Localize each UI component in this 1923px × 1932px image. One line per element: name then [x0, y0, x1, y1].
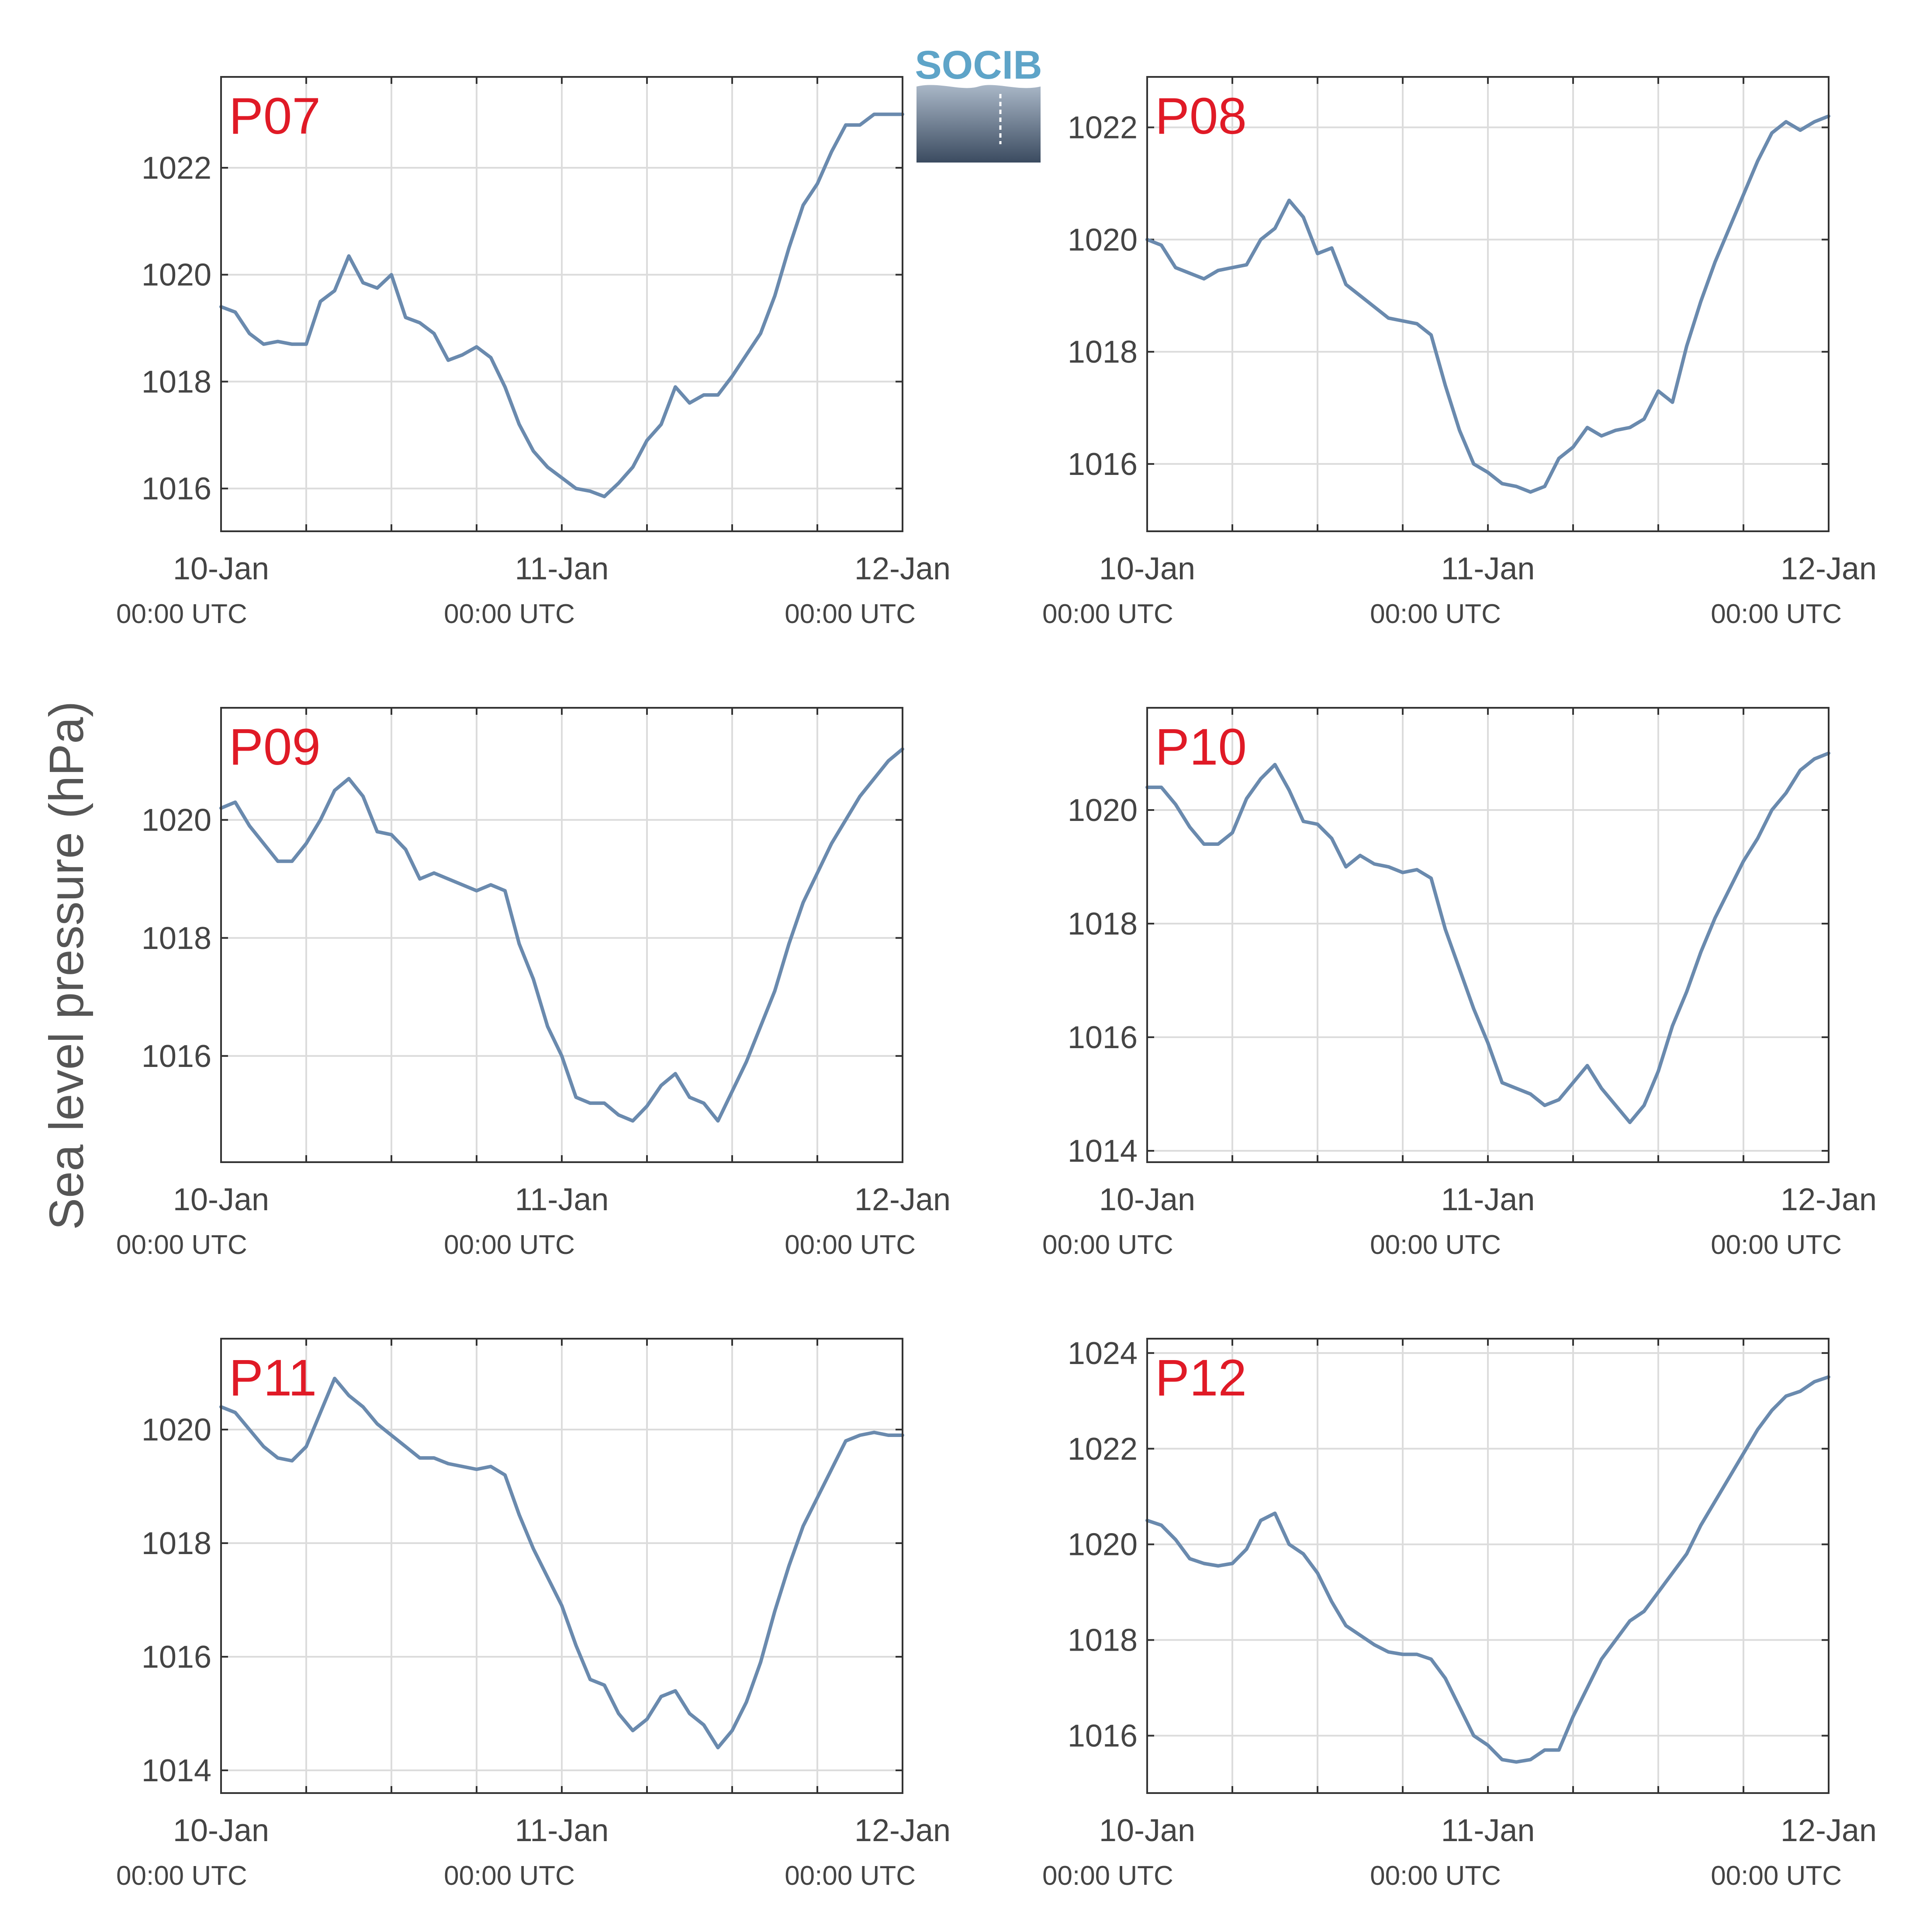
- y-tick-label: 1020: [1068, 793, 1138, 828]
- y-tick-label: 1022: [1068, 111, 1138, 145]
- x-tick-label-time: 00:00 UTC: [1711, 1230, 1842, 1260]
- x-tick-label-day: 11-Jan: [1441, 551, 1535, 586]
- x-tick-label-day: 11-Jan: [515, 1813, 609, 1848]
- y-tick-label: 1024: [1068, 1336, 1138, 1371]
- y-tick-label: 1016: [142, 1039, 211, 1074]
- panel-p12: 1016 1018 1020 1022 1024 P12 10-Jan 00:00 UTC 11…: [1042, 1336, 1877, 1891]
- y-tick-label: 1022: [1068, 1432, 1138, 1467]
- x-tick-label-time: 00:00 UTC: [116, 1230, 247, 1260]
- x-tick-label-day: 12-Jan: [854, 1182, 951, 1217]
- y-tick-label: 1014: [142, 1753, 211, 1788]
- x-tick-label-day: 12-Jan: [854, 1813, 951, 1848]
- x-tick-label-time: 00:00 UTC: [1042, 1230, 1173, 1260]
- x-tick-label-time: 00:00 UTC: [444, 599, 575, 629]
- x-tick-label-day: 12-Jan: [1781, 1182, 1877, 1217]
- station-label: P10: [1155, 718, 1247, 776]
- panel-p11: 1014 1016 1018 1020 P11 10-Jan 00:00 UTC 11-Jan…: [116, 1338, 951, 1891]
- station-label: P09: [229, 718, 321, 776]
- pressure-series-line: [1145, 751, 1830, 1124]
- y-tick-label: 1018: [142, 364, 211, 399]
- pressure-series-line: [1145, 1375, 1830, 1764]
- x-tick-label-time: 00:00 UTC: [444, 1230, 575, 1260]
- y-axis-label: Sea level pressure (hPa): [40, 701, 93, 1230]
- x-tick-label-day: 11-Jan: [515, 1182, 609, 1217]
- x-tick-label-day: 10-Jan: [173, 1182, 269, 1217]
- x-tick-label-day: 10-Jan: [1099, 1182, 1195, 1217]
- station-label: P07: [229, 87, 321, 145]
- x-tick-label-day: 11-Jan: [1441, 1182, 1535, 1217]
- x-tick-label-day: 10-Jan: [173, 1813, 269, 1848]
- x-tick-label-time: 00:00 UTC: [444, 1861, 575, 1891]
- axes-frame: [1146, 76, 1830, 532]
- x-tick-label-time: 00:00 UTC: [1711, 599, 1842, 629]
- x-tick-label-time: 00:00 UTC: [116, 599, 247, 629]
- x-tick-label-day: 10-Jan: [173, 551, 269, 586]
- x-tick-label-day: 11-Jan: [515, 551, 609, 586]
- axes-frame: [1146, 1338, 1830, 1794]
- x-tick-label-time: 00:00 UTC: [1370, 1861, 1501, 1891]
- x-tick-label-day: 10-Jan: [1099, 551, 1195, 586]
- panel-p09: 1016 1018 1020 P09 10-Jan 00:00 UTC 11-Jan 00:0…: [116, 707, 951, 1260]
- y-tick-label: 1016: [1068, 1020, 1138, 1055]
- socib-logo: SOCIB: [915, 43, 1042, 163]
- pressure-series-line: [219, 112, 904, 499]
- y-tick-label: 1018: [1068, 335, 1138, 370]
- y-tick-label: 1016: [142, 471, 211, 506]
- y-tick-label: 1018: [1068, 1623, 1138, 1658]
- panel-p10: 1014 1016 1018 1020 P10 10-Jan 00:00 UTC 11-Jan…: [1042, 707, 1877, 1260]
- panel-p08: 1016 1018 1020 1022 P08 10-Jan 00:00 UTC 11-Jan…: [1042, 76, 1877, 629]
- x-tick-label-time: 00:00 UTC: [1711, 1861, 1842, 1891]
- x-tick-label-time: 00:00 UTC: [116, 1861, 247, 1891]
- x-tick-label-time: 00:00 UTC: [1370, 1230, 1501, 1260]
- x-tick-label-time: 00:00 UTC: [785, 1861, 916, 1891]
- panel-p07: 1016 1018 1020 1022 P07 10-Jan 00:00 UTC 11-Jan…: [116, 76, 951, 629]
- y-tick-label: 1020: [1068, 1527, 1138, 1562]
- pressure-series-line: [1145, 114, 1830, 494]
- axes-frame: [220, 1338, 903, 1794]
- y-tick-label: 1018: [142, 1526, 211, 1561]
- y-tick-label: 1016: [1068, 1719, 1138, 1754]
- x-tick-label-day: 12-Jan: [1781, 551, 1877, 586]
- axes-frame: [220, 707, 903, 1163]
- socib-logo-text: SOCIB: [915, 43, 1042, 87]
- station-label: P08: [1155, 87, 1247, 145]
- pressure-series-line: [219, 1377, 904, 1749]
- y-tick-label: 1022: [142, 151, 211, 186]
- station-label: P11: [229, 1349, 317, 1407]
- y-tick-label: 1020: [142, 1413, 211, 1447]
- x-tick-label-day: 11-Jan: [1441, 1813, 1535, 1848]
- y-tick-label: 1016: [1068, 447, 1138, 482]
- y-tick-label: 1020: [142, 258, 211, 293]
- y-tick-label: 1020: [1068, 222, 1138, 257]
- pressure-series-line: [219, 747, 904, 1123]
- x-tick-label-day: 10-Jan: [1099, 1813, 1195, 1848]
- axes-frame: [220, 76, 903, 532]
- x-tick-label-time: 00:00 UTC: [1370, 599, 1501, 629]
- x-tick-label-time: 00:00 UTC: [785, 599, 916, 629]
- station-label: P12: [1155, 1349, 1247, 1407]
- x-tick-label-day: 12-Jan: [1781, 1813, 1877, 1848]
- y-tick-label: 1016: [142, 1640, 211, 1675]
- y-tick-label: 1020: [142, 803, 211, 838]
- x-tick-label-time: 00:00 UTC: [1042, 599, 1173, 629]
- x-tick-label-day: 12-Jan: [854, 551, 951, 586]
- x-tick-label-time: 00:00 UTC: [785, 1230, 916, 1260]
- y-tick-label: 1014: [1068, 1134, 1138, 1169]
- y-tick-label: 1018: [1068, 907, 1138, 942]
- x-tick-label-time: 00:00 UTC: [1042, 1861, 1173, 1891]
- y-tick-label: 1018: [142, 921, 211, 956]
- axes-frame: [1146, 707, 1830, 1163]
